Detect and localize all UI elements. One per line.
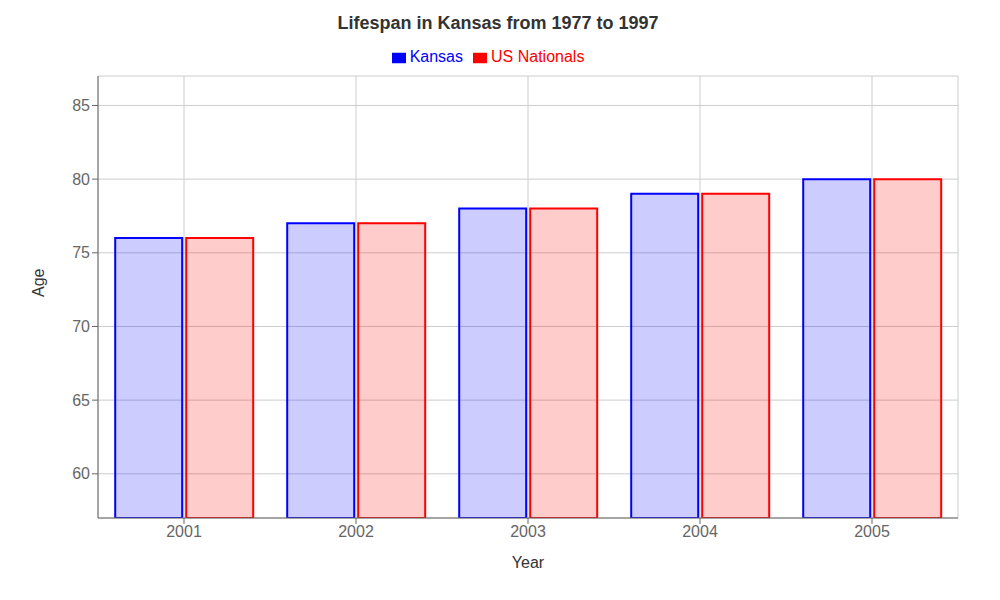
html-text:US Nationals: US Nationals xyxy=(491,48,585,65)
svg-text:65: 65 xyxy=(72,392,90,409)
svg-text:2004: 2004 xyxy=(682,523,718,540)
html-text:Kansas: Kansas xyxy=(409,48,463,65)
svg-text:Year: Year xyxy=(512,554,545,571)
svg-text:Age: Age xyxy=(30,268,47,297)
svg-text:85: 85 xyxy=(72,97,90,114)
svg-text:2005: 2005 xyxy=(854,523,890,540)
svg-text:2002: 2002 xyxy=(338,523,374,540)
svg-text:2003: 2003 xyxy=(510,523,546,540)
svg-text:70: 70 xyxy=(72,318,90,335)
svg-text:75: 75 xyxy=(72,244,90,261)
svg-text:80: 80 xyxy=(72,171,90,188)
svg-text:60: 60 xyxy=(72,465,90,482)
svg-text:2001: 2001 xyxy=(166,523,202,540)
html-text:Lifespan in Kansas from 1977 t: Lifespan in Kansas from 1977 to 1997 xyxy=(337,13,659,33)
